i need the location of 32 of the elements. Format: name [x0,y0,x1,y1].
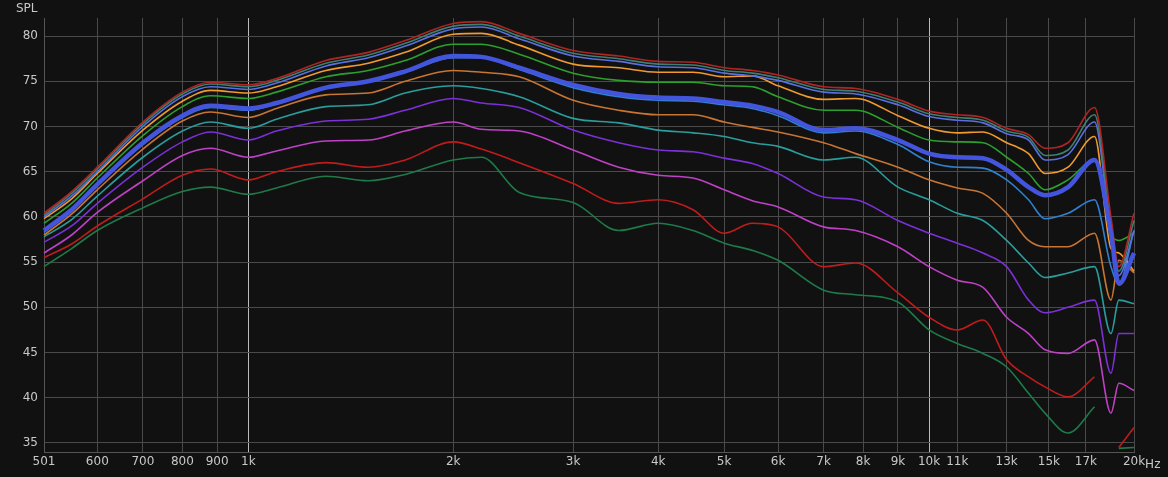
y-tick-label: 55 [22,254,38,269]
x-tick-label: 20k [1122,454,1146,469]
y-tick-label: 60 [22,209,38,224]
x-tick-label: 8k [855,454,871,469]
y-axis-title: SPL [16,1,38,16]
y-tick-label: 75 [22,73,38,88]
x-tick-label: 9k [890,454,906,469]
x-tick-label: 7k [816,454,831,469]
x-tick-label: 5k [716,454,732,469]
y-tick-label: 50 [22,299,38,314]
x-tick-label: 800 [170,454,194,469]
x-tick-label: 3k [565,454,581,469]
x-tick-label: 501 [32,454,56,469]
x-tick-label: 1k [241,454,256,469]
y-tick-label: 40 [22,389,38,404]
x-tick-label: 10k [917,454,941,469]
y-tick-label: 65 [22,163,38,178]
x-tick-label: 13k [995,454,1018,469]
y-tick-label: 35 [22,435,38,450]
y-tick-label: 45 [22,344,38,359]
x-tick-label: 15k [1037,454,1061,469]
y-tick-label: 80 [22,28,38,43]
x-tick-label: 6k [770,454,786,469]
x-tick-label: 11k [946,454,969,469]
x-tick-label: 4k [650,454,666,469]
x-tick-label: 2k [445,454,461,469]
x-tick-label: 900 [205,454,229,469]
x-tick-label: 17k [1074,454,1098,469]
x-tick-label: 700 [131,454,155,469]
x-axis-title: Hz [1145,457,1161,472]
x-tick-label: 600 [85,454,109,469]
y-tick-label: 70 [22,118,38,133]
